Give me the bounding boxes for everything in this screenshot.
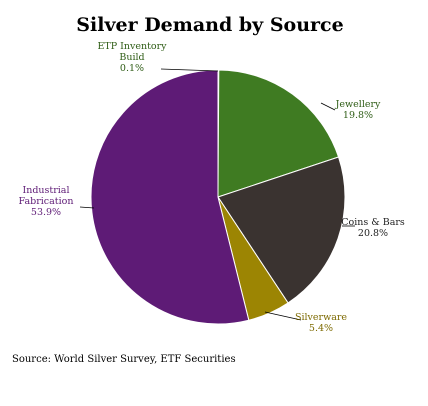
slice-label: ETP Inventory Build 0.1% <box>97 41 167 74</box>
pie-slice <box>217 156 346 304</box>
pie-slice <box>217 69 340 198</box>
leader-line <box>79 206 95 209</box>
slice-label: Silverware 5.4% <box>295 312 347 334</box>
slice-value-label: 19.8% <box>343 110 373 121</box>
slice-name-label: Fabrication <box>19 196 74 207</box>
leader-line <box>264 311 302 321</box>
slice-value-label: 5.4% <box>309 323 333 334</box>
slice-value-label: 53.9% <box>31 207 61 218</box>
leader-line <box>160 68 219 72</box>
chart-title: Silver Demand by Source <box>76 14 343 36</box>
slice-label: Coins & Bars 20.8% <box>341 217 405 239</box>
slice-name-label: Build <box>119 52 144 63</box>
leader-lines <box>79 68 355 321</box>
slice-value-label: 0.1% <box>120 63 144 74</box>
slice-value-label: 20.8% <box>358 228 388 239</box>
slice-name-label: ETP Inventory <box>97 41 167 52</box>
slice-label: Jewellery 19.8% <box>335 99 381 121</box>
slice-name-label: Industrial <box>22 185 69 196</box>
chart-source: Source: World Silver Survey, ETF Securit… <box>12 354 236 365</box>
slice-labels: ETP Inventory Build 0.1% Jewellery 19.8% Coin… <box>19 41 405 334</box>
pie-slice <box>90 69 250 325</box>
leader-line <box>320 102 336 111</box>
slice-name-label: Coins & Bars <box>341 217 405 228</box>
slice-name-label: Silverware <box>295 312 347 323</box>
slice-name-label: Jewellery <box>335 99 381 110</box>
slice-label: Industrial Fabrication 53.9% <box>19 185 74 218</box>
pie-slices <box>90 69 346 325</box>
